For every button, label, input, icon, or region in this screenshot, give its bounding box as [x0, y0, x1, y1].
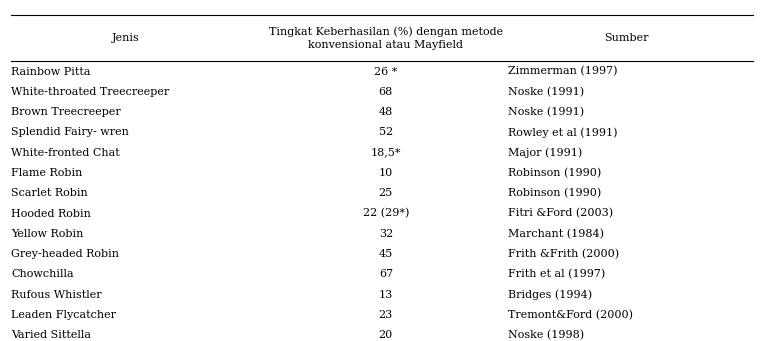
- Text: Noske (1991): Noske (1991): [508, 87, 584, 97]
- Text: White-fronted Chat: White-fronted Chat: [11, 148, 120, 158]
- Text: Frith &Frith (2000): Frith &Frith (2000): [508, 249, 619, 259]
- Text: 22 (29*): 22 (29*): [363, 208, 409, 219]
- Text: Marchant (1984): Marchant (1984): [508, 229, 604, 239]
- Text: 25: 25: [379, 188, 393, 198]
- Text: Bridges (1994): Bridges (1994): [508, 290, 592, 300]
- Text: 68: 68: [379, 87, 393, 97]
- Text: 20: 20: [379, 330, 393, 340]
- Text: White-throated Treecreeper: White-throated Treecreeper: [11, 87, 170, 97]
- Text: 26 *: 26 *: [374, 66, 397, 76]
- Text: Noske (1991): Noske (1991): [508, 107, 584, 117]
- Text: 13: 13: [379, 290, 393, 300]
- Text: 48: 48: [379, 107, 393, 117]
- Text: Robinson (1990): Robinson (1990): [508, 168, 601, 178]
- Text: Zimmerman (1997): Zimmerman (1997): [508, 66, 617, 77]
- Text: 32: 32: [379, 229, 393, 239]
- Text: Jenis: Jenis: [112, 33, 140, 43]
- Text: 10: 10: [379, 168, 393, 178]
- Text: Noske (1998): Noske (1998): [508, 330, 584, 340]
- Text: Scarlet Robin: Scarlet Robin: [11, 188, 88, 198]
- Text: Tingkat Keberhasilan (%) dengan metode
konvensional atau Mayfield: Tingkat Keberhasilan (%) dengan metode k…: [269, 27, 503, 50]
- Text: Brown Treecreeper: Brown Treecreeper: [11, 107, 121, 117]
- Text: 52: 52: [379, 128, 393, 137]
- Text: Major (1991): Major (1991): [508, 147, 582, 158]
- Text: Flame Robin: Flame Robin: [11, 168, 83, 178]
- Text: Rufous Whistler: Rufous Whistler: [11, 290, 102, 300]
- Text: Rowley et al (1991): Rowley et al (1991): [508, 127, 617, 138]
- Text: Leaden Flycatcher: Leaden Flycatcher: [11, 310, 116, 320]
- Text: Fitri &Ford (2003): Fitri &Ford (2003): [508, 208, 613, 219]
- Text: Tremont&Ford (2000): Tremont&Ford (2000): [508, 310, 633, 320]
- Text: 45: 45: [379, 249, 393, 259]
- Text: 23: 23: [379, 310, 393, 320]
- Text: 18,5*: 18,5*: [371, 148, 401, 158]
- Text: Chowchilla: Chowchilla: [11, 269, 74, 279]
- Text: Grey-headed Robin: Grey-headed Robin: [11, 249, 119, 259]
- Text: Yellow Robin: Yellow Robin: [11, 229, 84, 239]
- Text: Robinson (1990): Robinson (1990): [508, 188, 601, 198]
- Text: Sumber: Sumber: [604, 33, 649, 43]
- Text: Hooded Robin: Hooded Robin: [11, 209, 92, 219]
- Text: 67: 67: [379, 269, 393, 279]
- Text: Splendid Fairy- wren: Splendid Fairy- wren: [11, 128, 129, 137]
- Text: Rainbow Pitta: Rainbow Pitta: [11, 66, 91, 76]
- Text: Frith et al (1997): Frith et al (1997): [508, 269, 605, 280]
- Text: Varied Sittella: Varied Sittella: [11, 330, 92, 340]
